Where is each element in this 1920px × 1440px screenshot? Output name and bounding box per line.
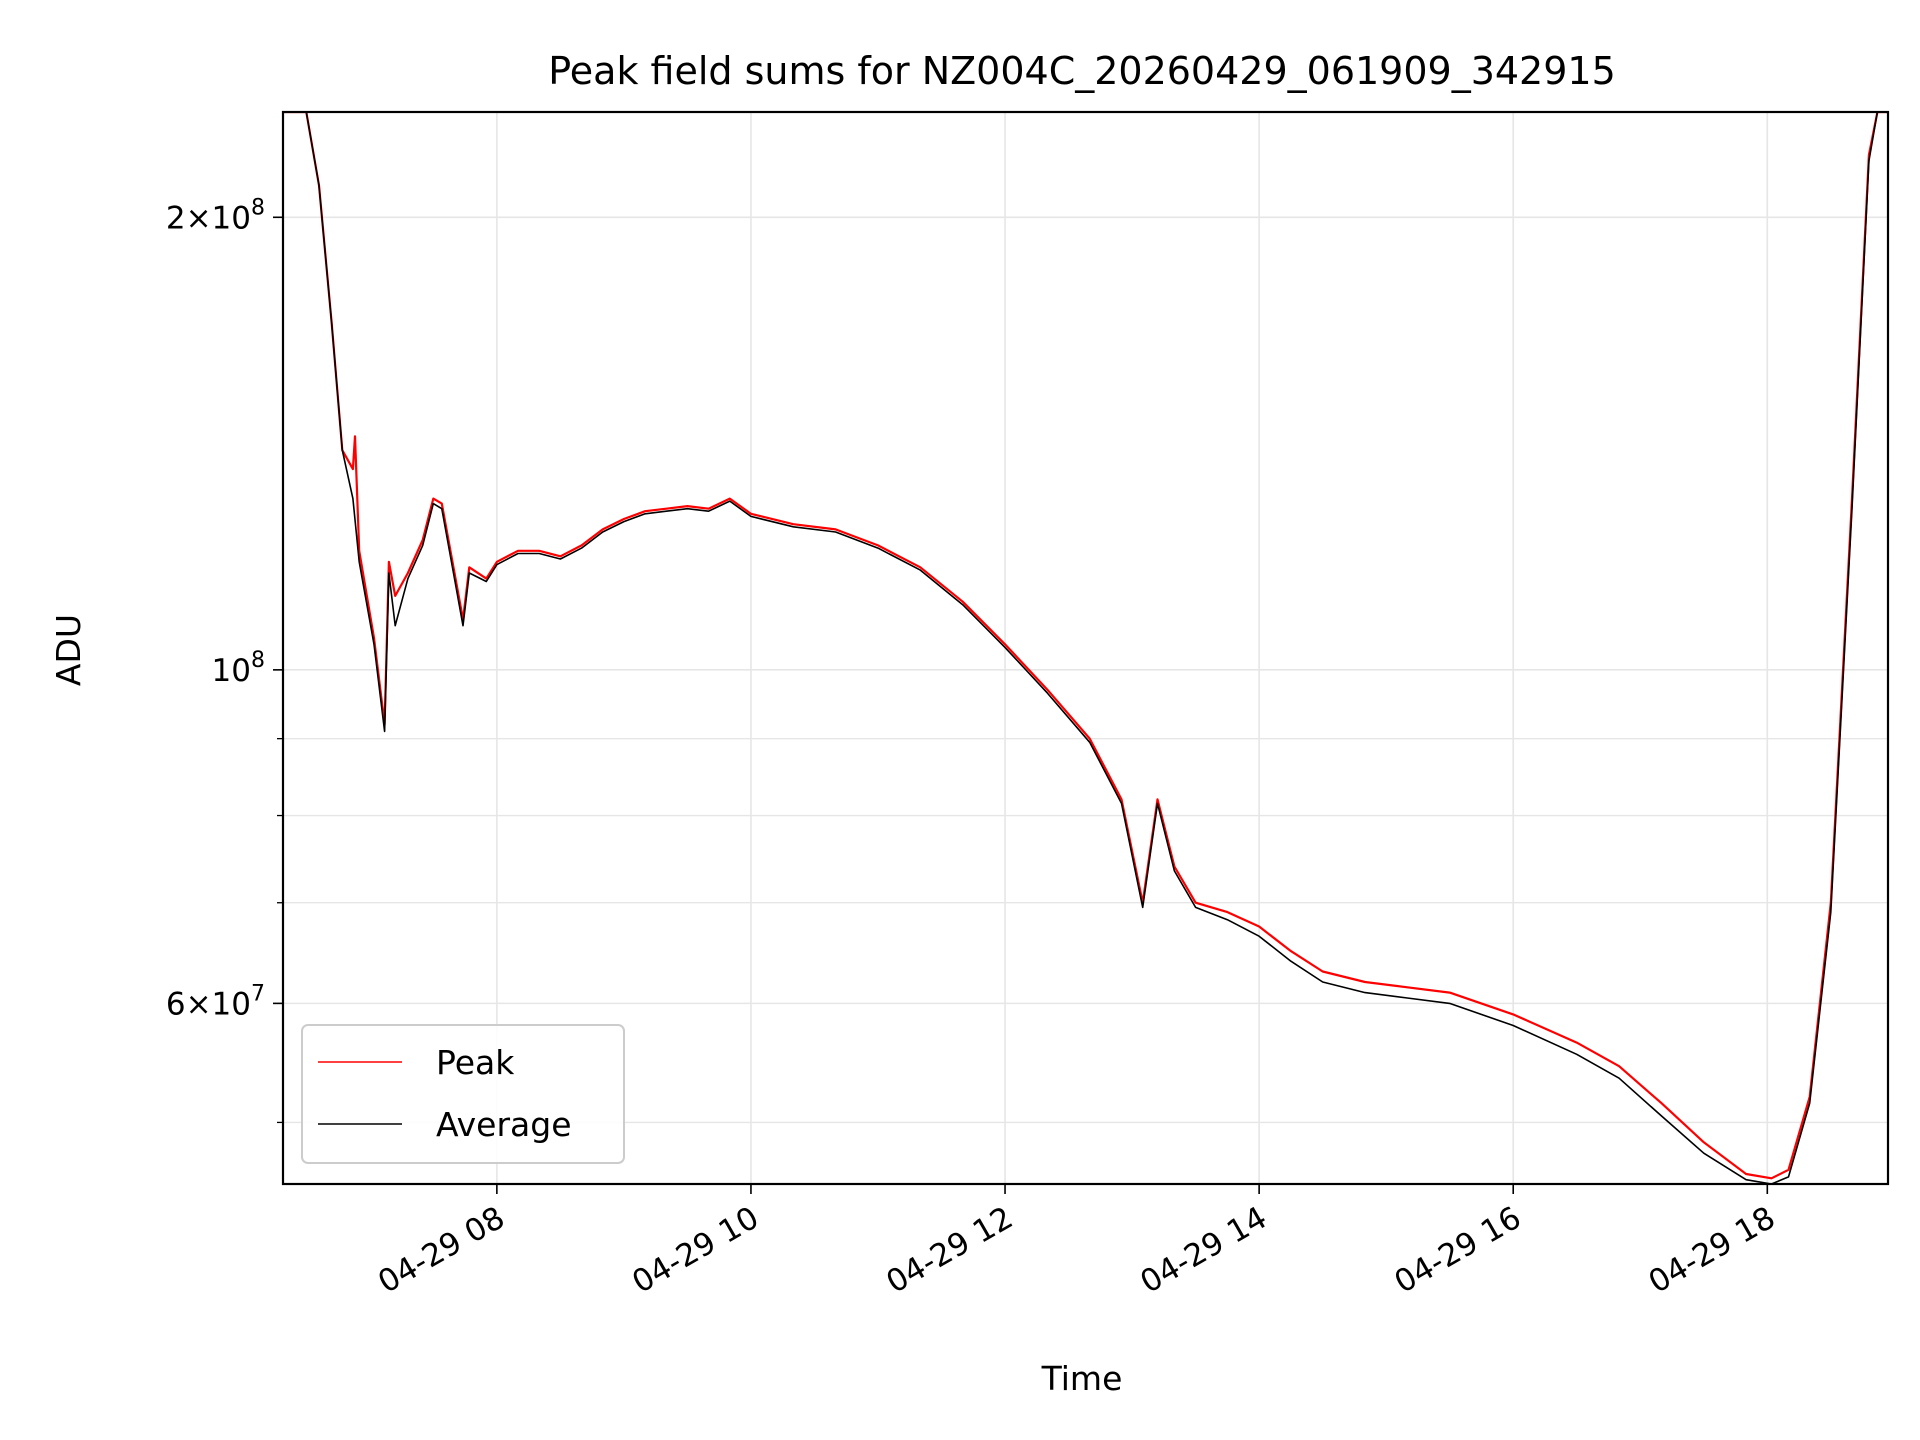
chart-title: Peak field sums for NZ004C_20260429_0619… [548, 49, 1616, 93]
x-axis-label: Time [1041, 1359, 1123, 1398]
plot-frame [281, 110, 1890, 1186]
y-tick-label: 2×108 [166, 195, 265, 236]
y-axis: 2×108 108 6×107 [166, 195, 283, 1124]
series-layer [283, 112, 1888, 1184]
series-line-average [283, 112, 1888, 1184]
series-line-peak [283, 112, 1888, 1180]
legend-label-average: Average [436, 1105, 572, 1144]
y-axis-label: ADU [49, 614, 88, 686]
y-tick-label: 108 [212, 648, 265, 689]
legend-label-peak: Peak [436, 1043, 515, 1082]
legend-box [301, 1024, 625, 1164]
legend: Peak Average [301, 1024, 625, 1164]
y-tick-label: 6×107 [166, 981, 265, 1022]
